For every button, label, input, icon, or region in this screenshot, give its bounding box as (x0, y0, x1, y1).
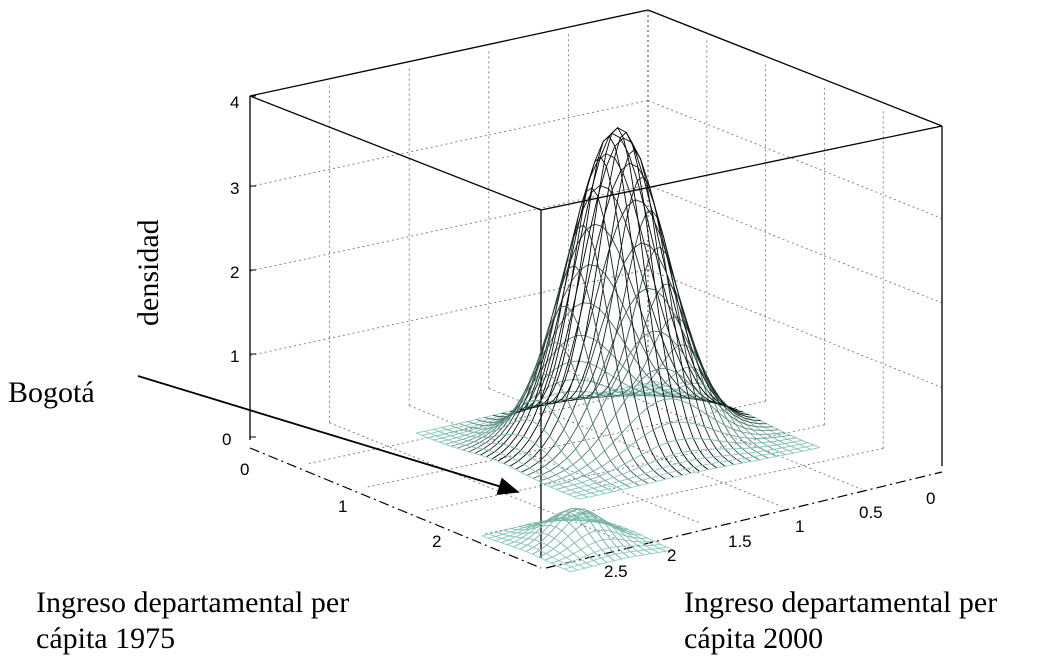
bogota-peak-mesh-line-y-12 (496, 531, 586, 569)
y-axis-label-line-2: cápita 2000 (684, 622, 823, 655)
grid-lines (249, 33, 943, 542)
bogota-peak-mesh-line-x-11 (551, 538, 655, 564)
main-peak-mesh-line-x-22 (544, 398, 785, 485)
main-peak-mesh-line-y-23 (458, 399, 623, 491)
main-peak-mesh-line-x-28 (579, 447, 820, 500)
z-axis-label: densidad (132, 219, 165, 326)
main-peak-mesh-line-y-24 (450, 419, 615, 493)
density-surface (415, 126, 820, 573)
bogota-peak-mesh-line-x-12 (557, 543, 661, 567)
main-peak-mesh-line-x-21 (538, 368, 779, 482)
main-peak-mesh-line-x-16 (509, 162, 750, 467)
box-edge-top-left (249, 9, 649, 97)
main-peak-mesh-line-x-20 (532, 330, 773, 479)
x-tick-2: 2 (432, 532, 441, 551)
y-tick-1: 1 (795, 517, 804, 536)
bogota-peak-mesh-line-x-14 (570, 549, 674, 573)
main-peak-mesh-line-x-18 (520, 242, 761, 473)
main-peak-mesh-line-x-25 (561, 439, 803, 493)
bogota-peak-mesh-line-y-14 (481, 535, 571, 573)
main-peak-mesh-line-y-16 (518, 156, 683, 476)
x-tick-1: 1 (338, 497, 347, 516)
bogota-peak-mesh-line-y-11 (503, 530, 593, 567)
floor-axes (249, 447, 943, 569)
main-peak-mesh-line-y-28 (415, 432, 580, 500)
grid-z-right-wall-2 (647, 184, 943, 304)
main-peak-mesh-line-y-25 (441, 426, 606, 494)
y-tick-2: 2 (667, 546, 676, 565)
bogota-peak-mesh-line-y-7 (533, 508, 623, 560)
main-peak-mesh-line-y-27 (424, 430, 589, 498)
main-peak-mesh-line-x-17 (515, 199, 756, 470)
y-axis-ticks: 0 0.5 1 1.5 2 2.5 (604, 489, 935, 581)
main-peak-mesh-line-x-26 (567, 442, 808, 495)
main-peak-mesh-line-x-24 (556, 437, 797, 490)
z-tick-4: 4 (230, 93, 239, 112)
y-tick-0: 0 (926, 489, 935, 508)
y-tick-2.5: 2.5 (604, 562, 628, 581)
x-axis-label-line-2: cápita 1975 (36, 622, 175, 655)
main-peak-mesh-line-y-17 (509, 186, 675, 478)
z-tick-3: 3 (230, 179, 239, 198)
z-axis: 4 3 2 1 0 (222, 93, 256, 449)
y-axis-line (545, 471, 943, 569)
box-edge-top-front-left (249, 95, 542, 211)
y-axis-label-line-1: Ingreso departamental per (684, 586, 997, 619)
main-peak-mesh-line-y-26 (433, 428, 597, 496)
main-peak-mesh-line-y-20 (484, 305, 649, 484)
y-tick-0.5: 0.5 (859, 503, 883, 522)
bogota-peak-mesh-line-x-10 (544, 529, 648, 561)
grid-x-floor-1 (366, 400, 766, 488)
bogota-arrow (137, 375, 520, 495)
main-peak-mesh-line-y-22 (467, 373, 632, 489)
box-edge-top-front-right (540, 125, 943, 211)
grid-x-floor-1.5 (424, 424, 825, 512)
x-axis-line (249, 447, 542, 569)
main-peak-mesh-line-x-23 (550, 421, 791, 488)
bogota-peak-mesh-line-y-10 (511, 524, 600, 565)
grid-z-right-wall-1 (647, 269, 943, 388)
bogota-peak-mesh-line-y-13 (489, 533, 578, 571)
axes-box (249, 9, 943, 558)
x-tick-0: 0 (240, 460, 249, 479)
main-peak-mesh-line-x-27 (573, 444, 814, 498)
x-axis-label-line-1: Ingreso departamental per (36, 586, 349, 619)
bogota-peak-mesh-line-x-9 (538, 520, 642, 558)
grid-z-right-wall-3 (647, 100, 943, 219)
main-peak-mesh-line-y-14 (535, 126, 700, 472)
bogota-peak-mesh-line-x-13 (563, 546, 667, 570)
bogota-annotation: Bogotá (8, 376, 95, 409)
bogota-peak-mesh-line-y-9 (518, 517, 608, 563)
main-peak-mesh-line-y-15 (527, 135, 692, 474)
main-peak-mesh-line-x-19 (526, 287, 767, 476)
z-tick-1: 1 (230, 347, 239, 366)
z-tick-0: 0 (222, 430, 231, 449)
grid-y-floor-1.5 (409, 405, 702, 525)
main-peak-mesh-line-x-15 (503, 137, 744, 465)
grid-y-floor-2 (329, 422, 622, 542)
x-axis-ticks: 0 1 2 (240, 460, 441, 551)
main-peak-mesh-line-y-18 (501, 224, 666, 480)
main-peak-mesh-line-y-21 (475, 342, 640, 486)
y-tick-1.5: 1.5 (728, 532, 752, 551)
bogota-peak-mesh-line-x-8 (532, 513, 636, 555)
box-edge-top-right (647, 9, 943, 127)
z-tick-2: 2 (230, 263, 239, 282)
